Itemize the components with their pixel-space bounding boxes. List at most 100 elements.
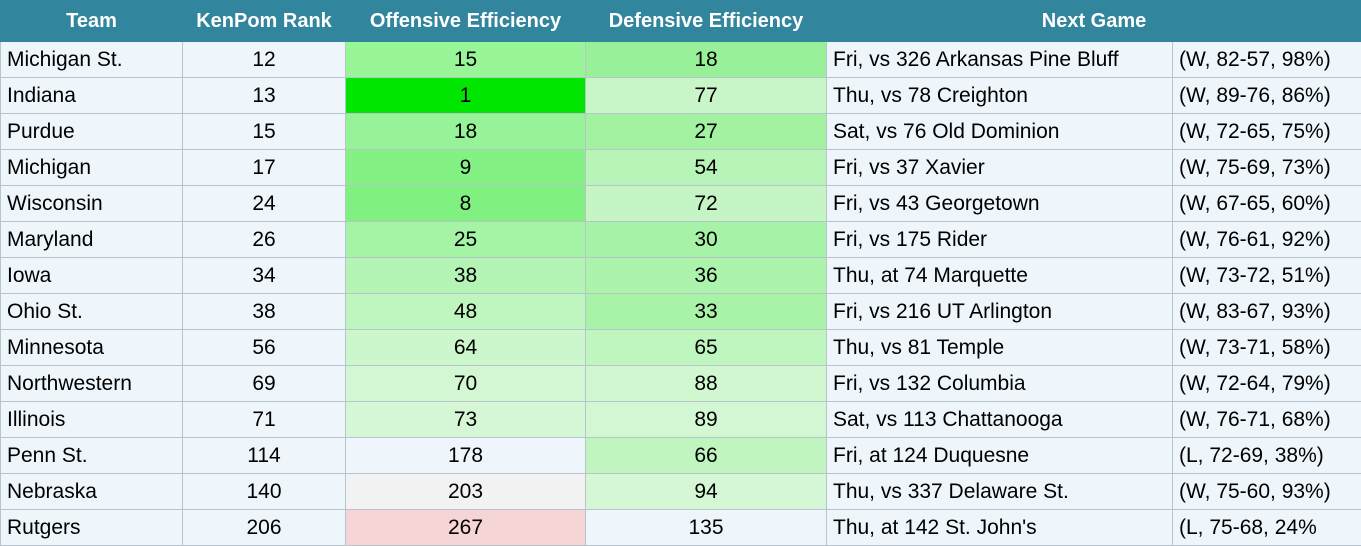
next-game-cell: Fri, at 124 Duquesne bbox=[827, 438, 1173, 474]
team-cell: Nebraska bbox=[1, 474, 183, 510]
kenpom-rank-cell: 34 bbox=[183, 258, 346, 294]
kenpom-rank-cell: 56 bbox=[183, 330, 346, 366]
prediction-cell: (W, 72-65, 75%) bbox=[1173, 114, 1361, 150]
team-cell: Michigan bbox=[1, 150, 183, 186]
defensive-efficiency-cell: 27 bbox=[586, 114, 827, 150]
next-game-cell: Thu, at 142 St. John's bbox=[827, 510, 1173, 546]
defensive-efficiency-cell: 30 bbox=[586, 222, 827, 258]
team-cell: Iowa bbox=[1, 258, 183, 294]
next-game-cell: Fri, vs 175 Rider bbox=[827, 222, 1173, 258]
defensive-efficiency-cell: 72 bbox=[586, 186, 827, 222]
offensive-efficiency-cell: 64 bbox=[346, 330, 586, 366]
prediction-cell: (W, 76-61, 92%) bbox=[1173, 222, 1361, 258]
next-game-cell: Sat, vs 113 Chattanooga bbox=[827, 402, 1173, 438]
team-cell: Penn St. bbox=[1, 438, 183, 474]
offensive-efficiency-cell: 18 bbox=[346, 114, 586, 150]
kenpom-rank-cell: 206 bbox=[183, 510, 346, 546]
prediction-cell: (W, 83-67, 93%) bbox=[1173, 294, 1361, 330]
offensive-efficiency-cell: 15 bbox=[346, 42, 586, 78]
prediction-cell: (L, 75-68, 24% bbox=[1173, 510, 1361, 546]
team-cell: Ohio St. bbox=[1, 294, 183, 330]
kenpom-rank-cell: 69 bbox=[183, 366, 346, 402]
kenpom-rank-cell: 38 bbox=[183, 294, 346, 330]
kenpom-rank-cell: 17 bbox=[183, 150, 346, 186]
prediction-cell: (W, 72-64, 79%) bbox=[1173, 366, 1361, 402]
defensive-efficiency-cell: 94 bbox=[586, 474, 827, 510]
defensive-efficiency-cell: 18 bbox=[586, 42, 827, 78]
defensive-efficiency-cell: 66 bbox=[586, 438, 827, 474]
kenpom-rank-cell: 15 bbox=[183, 114, 346, 150]
kenpom-rank-cell: 140 bbox=[183, 474, 346, 510]
defensive-efficiency-cell: 36 bbox=[586, 258, 827, 294]
defensive-efficiency-cell: 89 bbox=[586, 402, 827, 438]
prediction-cell: (W, 73-72, 51%) bbox=[1173, 258, 1361, 294]
next-game-cell: Fri, vs 132 Columbia bbox=[827, 366, 1173, 402]
column-header: Offensive Efficiency bbox=[346, 1, 586, 42]
column-header: Defensive Efficiency bbox=[586, 1, 827, 42]
prediction-cell: (W, 67-65, 60%) bbox=[1173, 186, 1361, 222]
defensive-efficiency-cell: 77 bbox=[586, 78, 827, 114]
prediction-cell: (L, 72-69, 38%) bbox=[1173, 438, 1361, 474]
team-cell: Indiana bbox=[1, 78, 183, 114]
team-cell: Wisconsin bbox=[1, 186, 183, 222]
next-game-cell: Fri, vs 326 Arkansas Pine Bluff bbox=[827, 42, 1173, 78]
offensive-efficiency-cell: 203 bbox=[346, 474, 586, 510]
offensive-efficiency-cell: 178 bbox=[346, 438, 586, 474]
team-cell: Northwestern bbox=[1, 366, 183, 402]
offensive-efficiency-cell: 73 bbox=[346, 402, 586, 438]
next-game-cell: Fri, vs 216 UT Arlington bbox=[827, 294, 1173, 330]
prediction-cell: (W, 82-57, 98%) bbox=[1173, 42, 1361, 78]
kenpom-rank-cell: 26 bbox=[183, 222, 346, 258]
defensive-efficiency-cell: 135 bbox=[586, 510, 827, 546]
team-cell: Minnesota bbox=[1, 330, 183, 366]
next-game-cell: Thu, at 74 Marquette bbox=[827, 258, 1173, 294]
prediction-cell: (W, 89-76, 86%) bbox=[1173, 78, 1361, 114]
defensive-efficiency-cell: 33 bbox=[586, 294, 827, 330]
offensive-efficiency-cell: 9 bbox=[346, 150, 586, 186]
next-game-cell: Sat, vs 76 Old Dominion bbox=[827, 114, 1173, 150]
offensive-efficiency-cell: 25 bbox=[346, 222, 586, 258]
next-game-cell: Thu, vs 337 Delaware St. bbox=[827, 474, 1173, 510]
next-game-cell: Fri, vs 43 Georgetown bbox=[827, 186, 1173, 222]
prediction-cell: (W, 75-60, 93%) bbox=[1173, 474, 1361, 510]
prediction-cell: (W, 75-69, 73%) bbox=[1173, 150, 1361, 186]
kenpom-rank-cell: 24 bbox=[183, 186, 346, 222]
column-header: Next Game bbox=[827, 1, 1361, 42]
team-cell: Rutgers bbox=[1, 510, 183, 546]
prediction-cell: (W, 73-71, 58%) bbox=[1173, 330, 1361, 366]
next-game-cell: Fri, vs 37 Xavier bbox=[827, 150, 1173, 186]
defensive-efficiency-cell: 54 bbox=[586, 150, 827, 186]
offensive-efficiency-cell: 48 bbox=[346, 294, 586, 330]
kenpom-rank-cell: 71 bbox=[183, 402, 346, 438]
offensive-efficiency-cell: 1 bbox=[346, 78, 586, 114]
kenpom-rank-cell: 114 bbox=[183, 438, 346, 474]
defensive-efficiency-cell: 88 bbox=[586, 366, 827, 402]
prediction-cell: (W, 76-71, 68%) bbox=[1173, 402, 1361, 438]
offensive-efficiency-cell: 38 bbox=[346, 258, 586, 294]
offensive-efficiency-cell: 8 bbox=[346, 186, 586, 222]
team-cell: Illinois bbox=[1, 402, 183, 438]
kenpom-rank-cell: 13 bbox=[183, 78, 346, 114]
defensive-efficiency-cell: 65 bbox=[586, 330, 827, 366]
offensive-efficiency-cell: 70 bbox=[346, 366, 586, 402]
column-header: Team bbox=[1, 1, 183, 42]
offensive-efficiency-cell: 267 bbox=[346, 510, 586, 546]
team-cell: Maryland bbox=[1, 222, 183, 258]
team-cell: Purdue bbox=[1, 114, 183, 150]
next-game-cell: Thu, vs 78 Creighton bbox=[827, 78, 1173, 114]
